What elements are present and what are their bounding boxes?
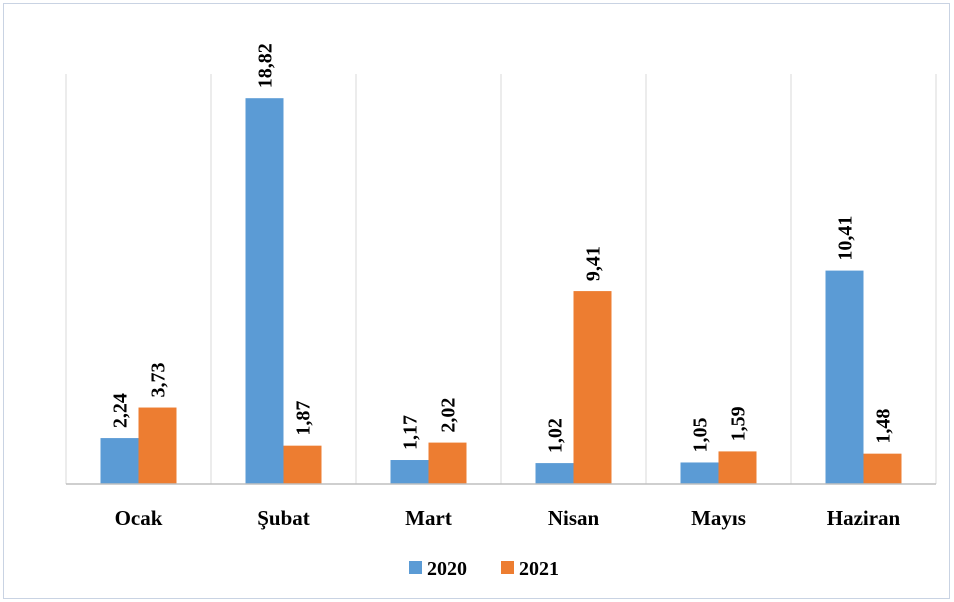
bar-2020 (390, 460, 429, 484)
data-label: 1,59 (728, 406, 750, 441)
category-label: Şubat (257, 506, 310, 530)
data-label: 3,73 (148, 363, 170, 398)
data-label: 1,02 (545, 418, 567, 453)
data-label: 10,41 (835, 216, 857, 261)
category-label: Mayıs (691, 506, 746, 530)
data-label: 18,82 (255, 43, 277, 88)
legend-label: 2020 (427, 558, 467, 580)
data-label: 2,02 (438, 398, 460, 433)
category-label: Nisan (548, 506, 600, 530)
bar-2020 (245, 98, 284, 484)
bar-2021 (283, 445, 322, 484)
bar-2020 (535, 463, 574, 484)
legend-swatch (501, 561, 514, 574)
data-label: 9,41 (583, 246, 605, 281)
bar-2021 (138, 407, 177, 484)
bar-2021 (863, 453, 902, 484)
chart-frame (3, 3, 950, 599)
bar-2020 (825, 270, 864, 484)
data-label: 1,17 (400, 415, 422, 450)
data-label: 1,48 (873, 409, 895, 444)
legend-label: 2021 (519, 558, 559, 580)
legend-swatch (409, 561, 422, 574)
bar-2020 (680, 462, 719, 484)
category-label: Haziran (827, 506, 901, 530)
bar-2021 (573, 291, 612, 484)
bar-2021 (428, 442, 467, 484)
bar-2021 (718, 451, 757, 484)
data-label: 1,87 (293, 401, 315, 436)
data-label: 2,24 (110, 393, 132, 428)
data-label: 1,05 (690, 417, 712, 452)
category-label: Ocak (115, 506, 163, 530)
category-label: Mart (405, 506, 452, 530)
bar-2020 (100, 438, 139, 484)
